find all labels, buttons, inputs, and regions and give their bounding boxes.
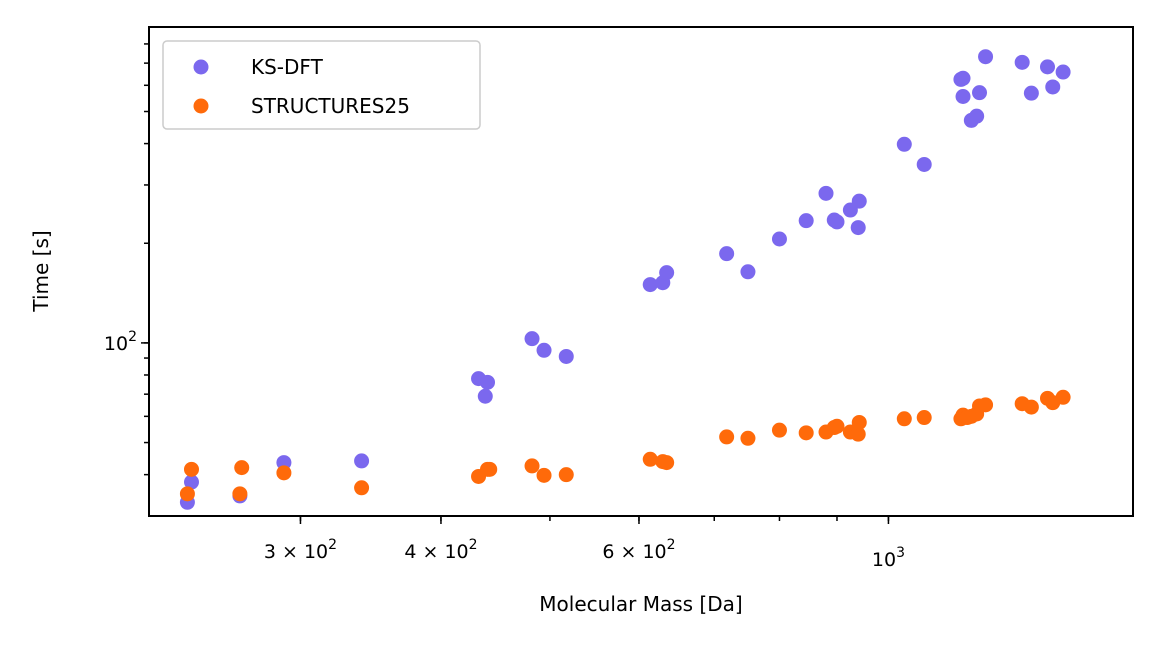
- data-point-structures25: [524, 458, 540, 474]
- data-point-ks-dft: [740, 264, 756, 280]
- legend-marker-ks-dft: [193, 59, 209, 75]
- data-point-structures25: [183, 461, 199, 477]
- data-point-structures25: [232, 486, 248, 502]
- legend: KS-DFT STRUCTURES25: [162, 40, 481, 130]
- data-point-ks-dft: [480, 374, 496, 390]
- x-tick-label: 4 × 102: [404, 537, 477, 563]
- data-point-ks-dft: [978, 49, 994, 65]
- data-point-ks-dft: [850, 220, 866, 236]
- data-point-ks-dft: [524, 331, 540, 347]
- data-point-structures25: [558, 467, 574, 483]
- data-point-ks-dft: [1045, 79, 1061, 95]
- data-point-structures25: [659, 455, 675, 471]
- data-point-ks-dft: [659, 265, 675, 281]
- data-point-structures25: [771, 422, 787, 438]
- data-point-structures25: [740, 430, 756, 446]
- y-axis-label: Time [s]: [29, 230, 53, 312]
- data-point-structures25: [234, 460, 250, 476]
- data-point-structures25: [482, 461, 498, 477]
- x-tick-label: 103: [872, 545, 905, 571]
- legend-box: [162, 40, 481, 130]
- data-point-structures25: [354, 480, 370, 496]
- data-point-structures25: [536, 467, 552, 483]
- data-point-ks-dft: [851, 193, 867, 209]
- data-point-ks-dft: [536, 342, 552, 358]
- data-point-structures25: [719, 429, 735, 445]
- data-point-structures25: [916, 410, 932, 426]
- data-point-ks-dft: [969, 108, 985, 124]
- data-point-structures25: [978, 397, 994, 413]
- data-point-structures25: [1023, 399, 1039, 415]
- data-point-structures25: [798, 425, 814, 441]
- data-point-ks-dft: [972, 85, 988, 101]
- data-point-ks-dft: [558, 348, 574, 364]
- x-ticks: 3 × 102 4 × 102 6 × 102 103: [264, 516, 905, 571]
- data-point-ks-dft: [1055, 64, 1071, 80]
- data-point-ks-dft: [1023, 85, 1039, 101]
- data-point-ks-dft: [477, 388, 493, 404]
- data-point-ks-dft: [896, 136, 912, 152]
- data-point-structures25: [1055, 389, 1071, 405]
- series-structures25: [179, 389, 1071, 502]
- data-point-ks-dft: [955, 89, 971, 105]
- data-point-structures25: [276, 465, 292, 481]
- data-point-ks-dft: [798, 213, 814, 229]
- x-axis-label: Molecular Mass [Da]: [539, 592, 742, 616]
- plot-frame: [148, 26, 1134, 517]
- data-point-structures25: [829, 418, 845, 434]
- data-point-ks-dft: [829, 214, 845, 230]
- legend-label-structures25: STRUCTURES25: [251, 94, 410, 118]
- data-point-ks-dft: [719, 246, 735, 262]
- data-point-ks-dft: [818, 185, 834, 201]
- data-point-structures25: [896, 411, 912, 427]
- legend-label-ks-dft: KS-DFT: [251, 55, 324, 79]
- data-point-structures25: [851, 414, 867, 430]
- data-point-ks-dft: [276, 455, 292, 471]
- data-point-ks-dft: [916, 156, 932, 172]
- data-point-ks-dft: [354, 453, 370, 469]
- data-point-ks-dft: [1014, 54, 1030, 70]
- data-point-ks-dft: [955, 70, 971, 86]
- data-point-structures25: [179, 486, 195, 502]
- y-tick-label: 102: [104, 329, 137, 355]
- data-point-ks-dft: [642, 277, 658, 293]
- data-point-structures25: [850, 426, 866, 442]
- data-point-ks-dft: [183, 474, 199, 490]
- plot-points: [179, 49, 1071, 510]
- legend-marker-structures25: [193, 98, 209, 114]
- data-point-ks-dft: [1040, 59, 1056, 75]
- data-point-structures25: [642, 451, 658, 467]
- x-tick-label: 3 × 102: [264, 537, 337, 563]
- x-tick-label: 6 × 102: [602, 537, 675, 563]
- data-point-ks-dft: [771, 231, 787, 247]
